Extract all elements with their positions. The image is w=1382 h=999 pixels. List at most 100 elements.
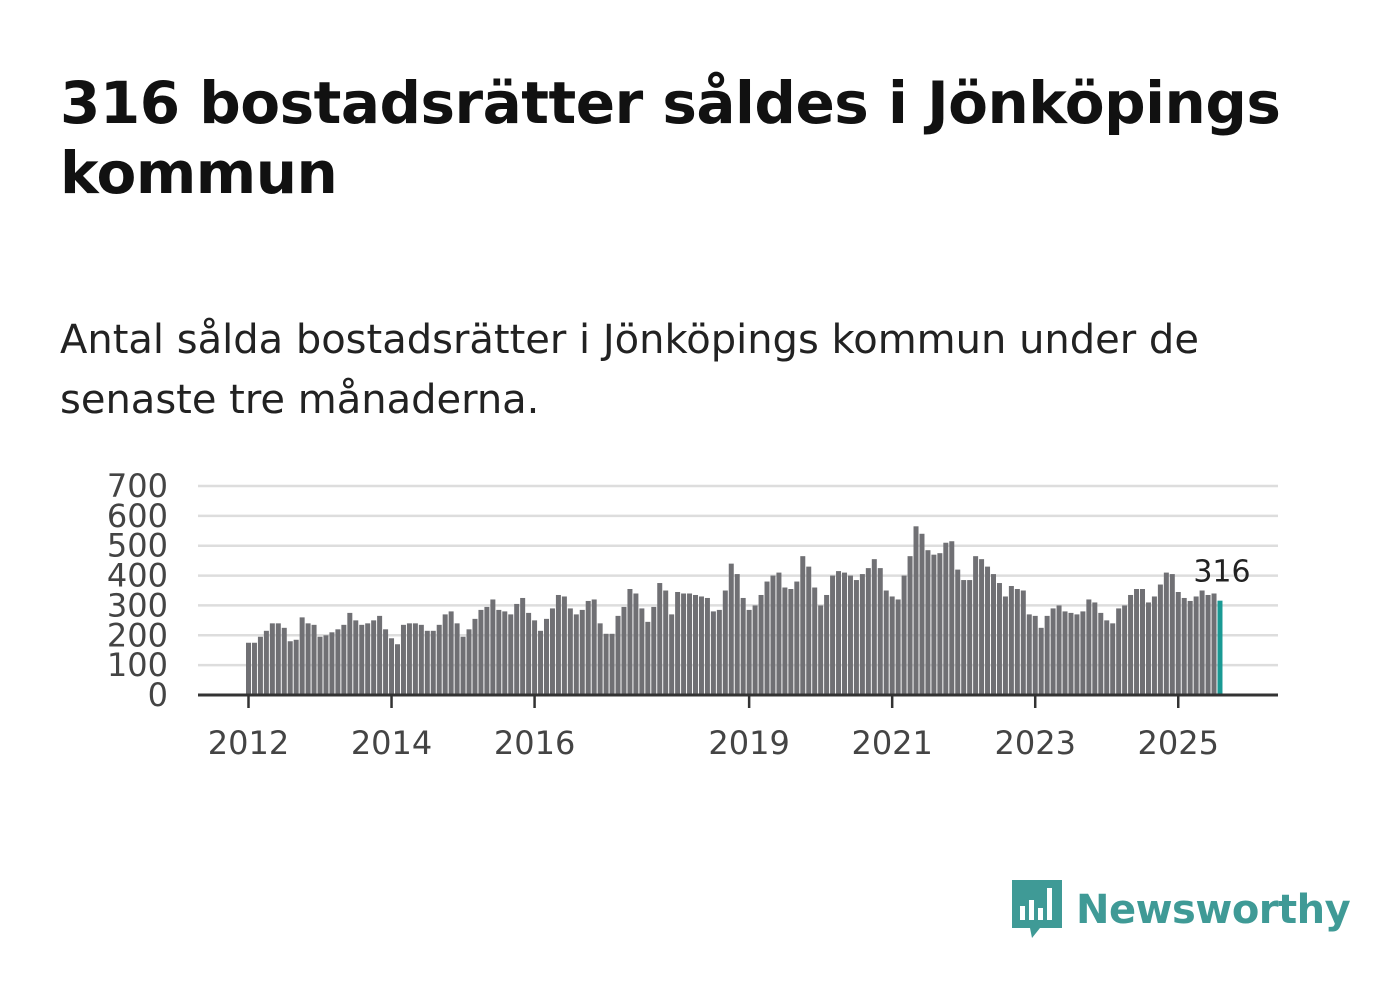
bar (1128, 594, 1134, 695)
bar (281, 627, 287, 695)
bar (1074, 614, 1080, 695)
bar (842, 572, 847, 695)
y-tick-label: 0 (148, 676, 168, 714)
bar (889, 596, 895, 695)
bar (883, 590, 889, 695)
bar (347, 612, 353, 695)
bar (621, 606, 627, 695)
brand-name: Newsworthy (1076, 887, 1351, 933)
bar (1086, 599, 1092, 695)
bar (1092, 602, 1098, 695)
bar (782, 587, 788, 695)
bar (836, 571, 842, 695)
bar (484, 606, 490, 695)
bar (508, 614, 514, 695)
bar (752, 605, 758, 695)
bar (675, 591, 681, 695)
bar (746, 609, 752, 695)
x-tick-label: 2012 (208, 724, 289, 762)
bar (561, 596, 567, 695)
bar (1014, 589, 1020, 695)
bar (1151, 596, 1157, 695)
bar (317, 636, 323, 695)
y-tick-label: 600 (107, 497, 168, 535)
bar (943, 542, 949, 695)
bar (633, 593, 639, 695)
bar (991, 574, 996, 695)
bar (710, 611, 716, 695)
axes (198, 693, 1278, 708)
bar (257, 636, 263, 695)
bar (1199, 590, 1205, 695)
bar (794, 581, 800, 695)
bar (579, 609, 585, 695)
y-tick-label: 700 (107, 467, 168, 505)
bar (460, 636, 466, 695)
bar (478, 609, 484, 695)
bar (466, 629, 472, 695)
bar (1020, 590, 1026, 695)
bar (895, 599, 901, 695)
bar (520, 597, 526, 695)
chart-subtitle: Antal sålda bostadsrätter i Jönköpings k… (60, 317, 1199, 423)
bar (544, 618, 549, 695)
bar (472, 618, 478, 695)
bar (698, 596, 704, 695)
bar (538, 630, 544, 695)
bar (657, 583, 663, 695)
bar (651, 606, 657, 695)
bar (734, 574, 740, 695)
bar (639, 608, 645, 695)
bar (1110, 623, 1116, 695)
bar (1211, 593, 1217, 695)
bar (865, 568, 871, 695)
bar (496, 609, 502, 695)
x-tick-label: 2025 (1138, 724, 1219, 762)
bar (603, 633, 609, 695)
y-tick-label: 100 (107, 646, 168, 684)
bar (573, 614, 579, 695)
bar (693, 594, 698, 695)
bar (430, 630, 436, 695)
bar (1205, 594, 1211, 695)
bar (359, 624, 365, 695)
bar (1140, 589, 1145, 695)
bar (877, 568, 883, 695)
bar (1157, 584, 1163, 695)
bar (555, 594, 561, 695)
bar (919, 533, 925, 695)
y-tick-label: 300 (107, 586, 168, 624)
bar (615, 615, 621, 695)
bar (800, 556, 806, 695)
bar (824, 594, 830, 695)
bar (663, 590, 669, 695)
bar (1122, 605, 1128, 695)
bar (812, 587, 818, 695)
bar (424, 630, 430, 695)
bar (961, 580, 967, 695)
bar-highlight (1217, 600, 1223, 695)
x-tick-label: 2021 (851, 724, 932, 762)
bar (365, 623, 371, 695)
bar (979, 559, 985, 695)
bar (907, 556, 913, 695)
bar (246, 642, 251, 695)
bar (1116, 608, 1122, 695)
bar (853, 580, 859, 695)
bar (1134, 589, 1140, 695)
bar (502, 611, 508, 695)
bar (931, 554, 937, 695)
bar (1080, 611, 1086, 695)
y-tick-label: 400 (107, 557, 168, 595)
bar (985, 566, 991, 695)
bar (1098, 612, 1104, 695)
bar (389, 638, 395, 695)
bar (1050, 608, 1056, 695)
bar (645, 621, 651, 695)
bar (847, 575, 853, 695)
bar (764, 581, 770, 695)
bar (806, 566, 812, 695)
bar (1026, 614, 1032, 695)
